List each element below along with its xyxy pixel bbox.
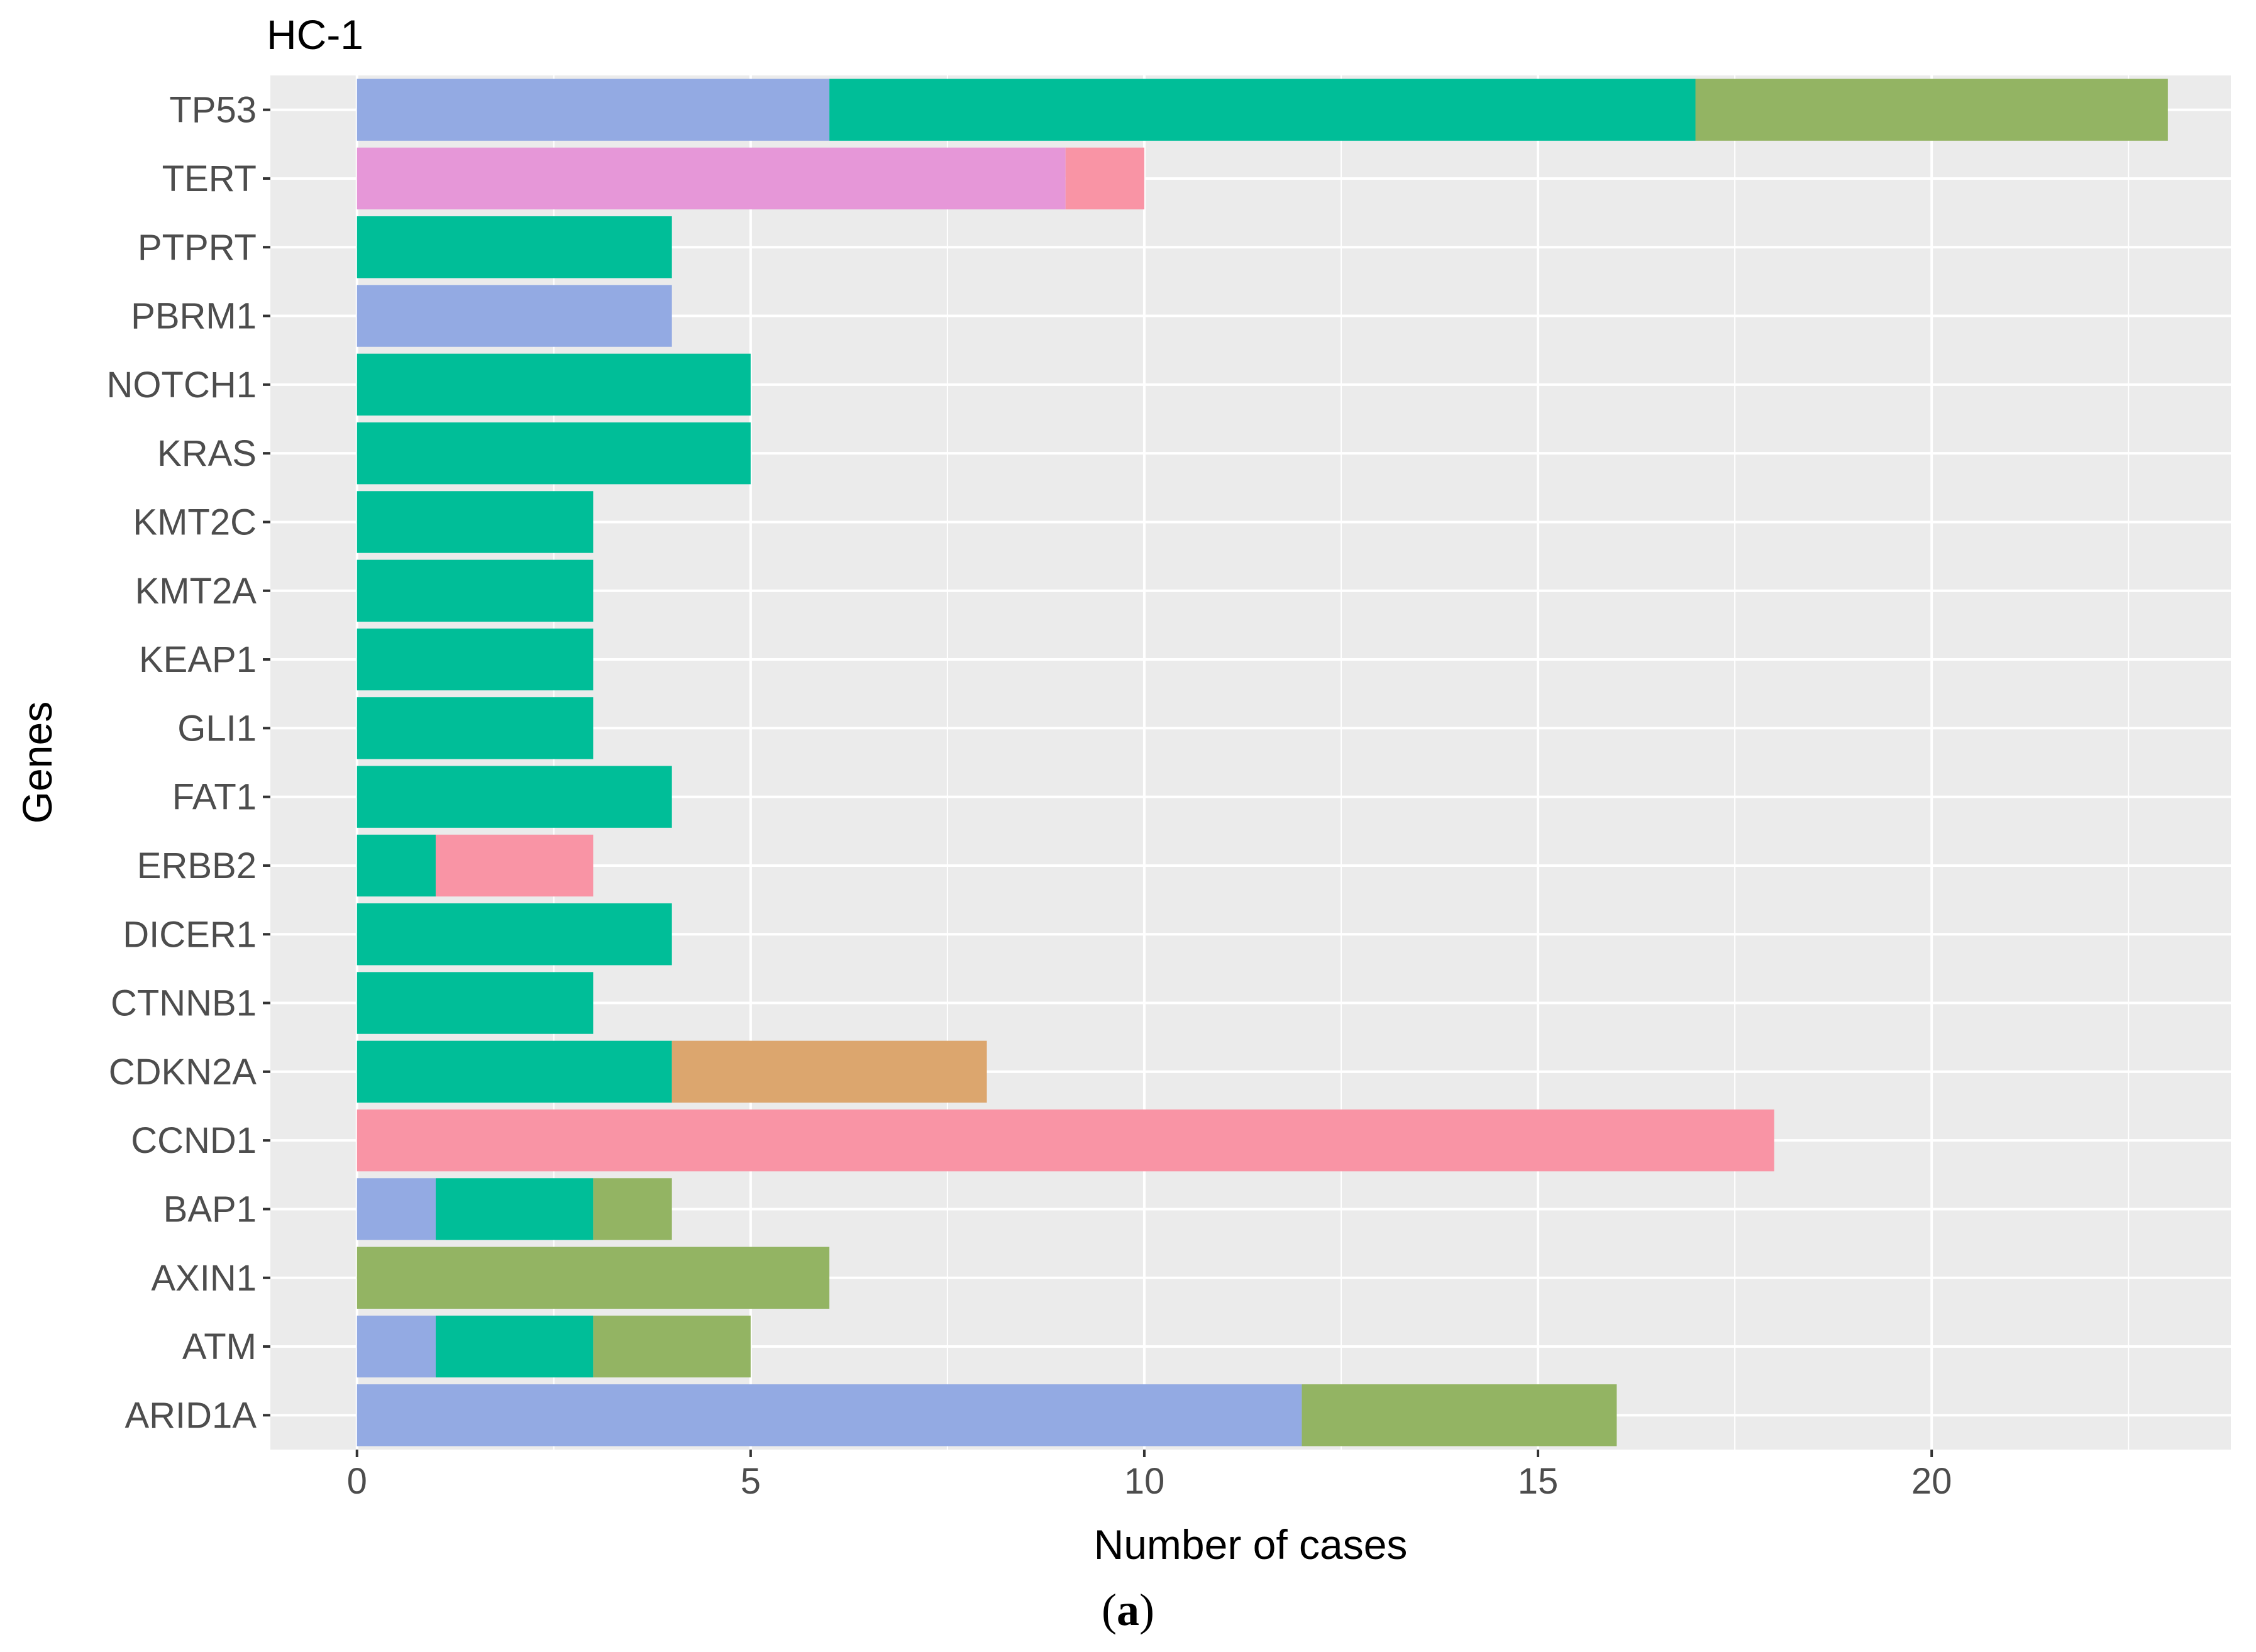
y-tick-label: KMT2A [135, 571, 257, 612]
bar-segment [357, 1109, 1774, 1172]
y-tick-label: GLI1 [177, 708, 257, 749]
bar-segment [1302, 1384, 1617, 1446]
bar-segment [357, 216, 672, 278]
caption-label: a [1117, 1585, 1139, 1635]
bar-segment [357, 972, 594, 1034]
x-tick-label: 20 [1911, 1461, 1952, 1502]
y-tick-label: ATM [182, 1326, 257, 1367]
bar-segment [593, 1315, 751, 1378]
y-tick-label: TERT [162, 158, 257, 199]
y-tick-label: KRAS [157, 433, 257, 474]
bar-segment [357, 1315, 436, 1378]
figure-caption: (a) [1102, 1585, 1154, 1635]
y-tick-label: CCND1 [131, 1120, 257, 1161]
bar-segment [829, 79, 1696, 141]
y-axis: TP53 TERT PTPRT PBRM1 NOTCH1 KRAS KMT2C KMT2A KE… [107, 90, 270, 1436]
bar-segment [435, 834, 594, 897]
bar-segment [435, 1178, 594, 1240]
bar-segment [357, 628, 594, 691]
bar-segment [593, 1178, 672, 1240]
x-tick-label: 5 [741, 1461, 761, 1502]
bar-segment [672, 1040, 987, 1103]
y-tick-label: TP53 [169, 90, 257, 131]
y-tick-label: BAP1 [163, 1189, 257, 1230]
x-tick-label: 10 [1124, 1461, 1165, 1502]
y-tick-label: KMT2C [133, 502, 257, 542]
bar-segment [357, 353, 751, 416]
bar-segment [357, 1178, 436, 1240]
x-axis-title: Number of cases [1094, 1521, 1408, 1568]
x-axis: 0 5 10 15 20 [347, 1450, 1952, 1502]
y-tick-label: CDKN2A [109, 1052, 257, 1093]
y-tick-label: ERBB2 [137, 845, 257, 886]
bar-segment [1695, 79, 2168, 141]
bar-segment [357, 147, 1066, 210]
y-tick-label: PTPRT [138, 227, 257, 268]
y-tick-label: NOTCH1 [107, 365, 257, 405]
bar-segment [357, 422, 751, 485]
y-tick-label: ARID1A [124, 1395, 257, 1436]
bar-segment [357, 79, 830, 141]
bar-segment [357, 559, 594, 622]
bar-segment [435, 1315, 594, 1378]
y-axis-title: Genes [14, 702, 60, 823]
chart-title: HC-1 [267, 11, 363, 58]
y-tick-label: KEAP1 [139, 639, 257, 680]
bar-segment [357, 903, 672, 966]
bar-segment [357, 1384, 1302, 1446]
x-tick-label: 0 [347, 1461, 367, 1502]
bar-segment [357, 1247, 830, 1309]
plot-panel [270, 75, 2231, 1450]
bar-segment [357, 834, 436, 897]
y-tick-label: CTNNB1 [111, 983, 257, 1024]
bar-segment [357, 766, 672, 828]
bar-segment [357, 491, 594, 553]
y-tick-label: AXIN1 [151, 1258, 257, 1299]
bar-segment [357, 697, 594, 759]
bar-segment [357, 285, 672, 347]
x-tick-label: 15 [1518, 1461, 1559, 1502]
bar-segment [1065, 147, 1144, 210]
bar-segment [357, 1040, 672, 1103]
bars [357, 79, 2168, 1446]
y-tick-label: PBRM1 [131, 296, 257, 337]
y-tick-label: DICER1 [123, 914, 257, 955]
y-tick-label: FAT1 [172, 777, 257, 818]
